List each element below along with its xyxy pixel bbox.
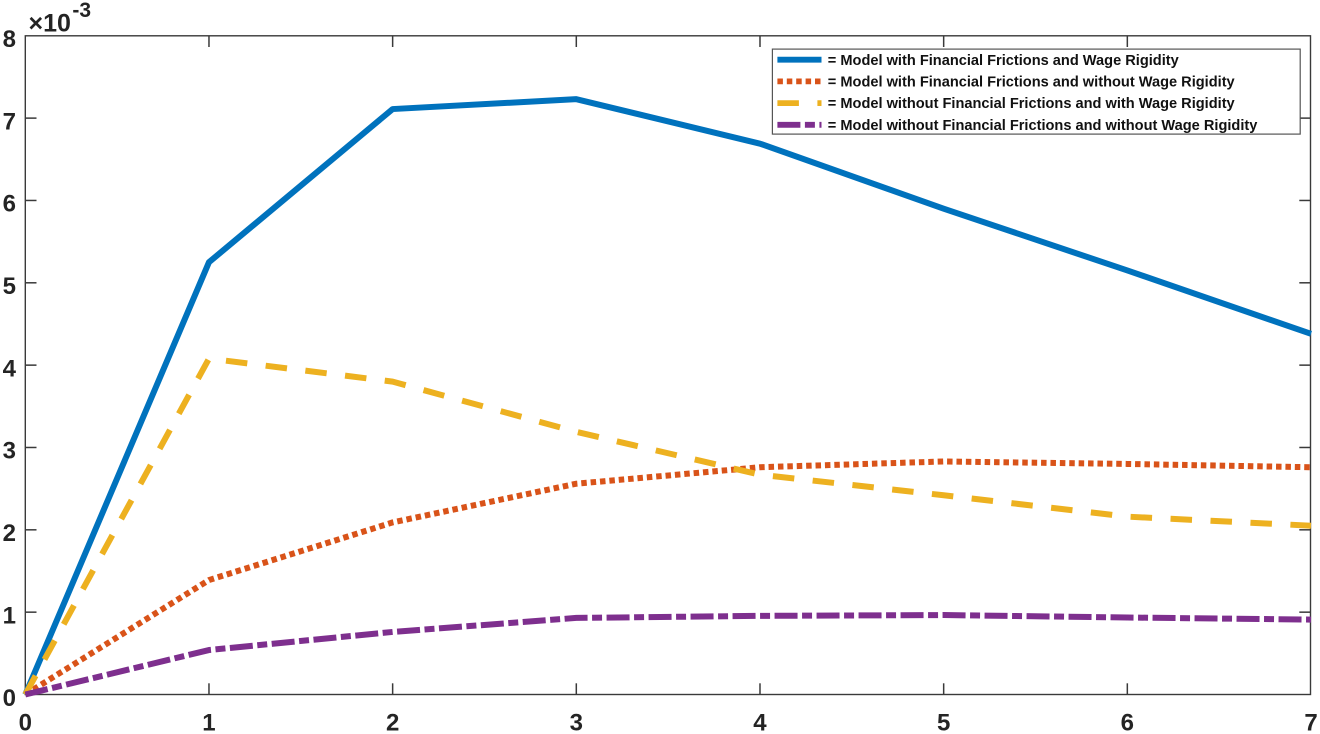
svg-text:3: 3	[570, 709, 583, 734]
svg-text:7: 7	[3, 108, 16, 135]
svg-text:= Model without Financial Fric: = Model without Financial Frictions and …	[828, 118, 1258, 134]
svg-text:2: 2	[3, 520, 16, 547]
svg-text:= Model with Financial Frictio: = Model with Financial Frictions and wit…	[828, 75, 1236, 91]
svg-text:0: 0	[19, 709, 32, 734]
svg-text:4: 4	[753, 709, 767, 734]
svg-text:= Model with Financial Frictio: = Model with Financial Frictions and Wag…	[828, 53, 1180, 69]
svg-text:6: 6	[3, 191, 16, 218]
svg-text:1: 1	[202, 709, 215, 734]
svg-text:5: 5	[937, 709, 950, 734]
svg-text:2: 2	[386, 709, 399, 734]
svg-text:4: 4	[3, 355, 17, 382]
svg-text:3: 3	[3, 438, 16, 465]
svg-text:8: 8	[3, 26, 16, 53]
svg-text:0: 0	[3, 685, 16, 712]
svg-text:5: 5	[3, 273, 16, 300]
svg-text:6: 6	[1121, 709, 1134, 734]
svg-text:= Model without Financial Fric: = Model without Financial Frictions and …	[828, 96, 1236, 112]
svg-text:7: 7	[1304, 709, 1317, 734]
svg-text:1: 1	[3, 602, 16, 629]
